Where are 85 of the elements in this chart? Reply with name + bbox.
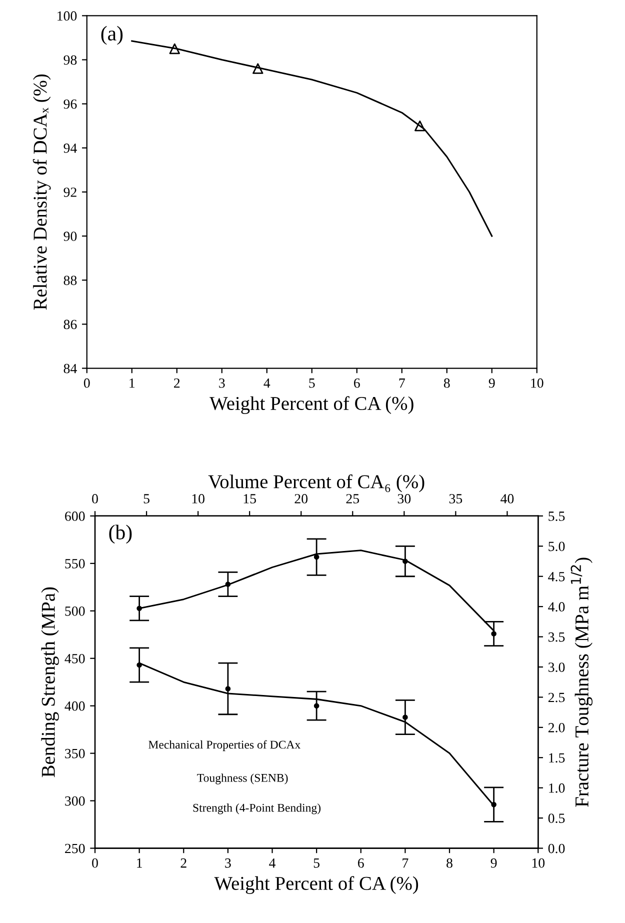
x-tick-label: 7 <box>402 858 408 868</box>
point <box>136 606 142 612</box>
y-tick-label: 92 <box>64 188 76 197</box>
x-axis-title: Weight Percent of CA (%) <box>214 876 418 894</box>
x2-tick-label: 0 <box>92 494 98 504</box>
y-tick-label: 88 <box>64 276 77 286</box>
x-tick-label: 6 <box>358 858 364 868</box>
x2-tick-label: 35 <box>449 494 462 504</box>
annotation: (b) <box>109 524 132 544</box>
y2-tick-label: 0.0 <box>548 844 565 854</box>
x2-tick-label: 15 <box>244 494 256 504</box>
x2-tick-label: 5 <box>144 494 150 504</box>
x-tick-label: 5 <box>309 378 315 388</box>
x-tick-label: 3 <box>225 858 231 868</box>
x-tick-label: 7 <box>399 378 405 388</box>
x-tick-label: 8 <box>446 858 452 868</box>
y-tick-label: 400 <box>64 701 85 711</box>
y-tick-label: 90 <box>64 232 77 242</box>
x2-tick-label: 30 <box>398 494 411 504</box>
x-tick-label: 6 <box>354 378 360 388</box>
y2-tick-label: 2.5 <box>548 692 565 702</box>
point <box>314 554 320 560</box>
point <box>225 686 231 692</box>
y2-tick-label: 2.0 <box>548 722 565 732</box>
y-tick-label: 550 <box>65 559 85 568</box>
x-tick-label: 4 <box>269 858 276 868</box>
y2-tick-label: 3.5 <box>548 632 565 642</box>
y-tick-label: 84 <box>64 364 77 374</box>
point <box>314 703 320 708</box>
y2-tick-label: 1.0 <box>549 783 565 793</box>
y2-tick-label: 1.5 <box>549 753 565 763</box>
y2-tick-label: 4.5 <box>548 572 565 582</box>
x2-tick-label: 10 <box>192 494 204 504</box>
x-tick-label: 9 <box>490 858 497 868</box>
x-tick-label: 5 <box>314 858 320 868</box>
annotation: (a) <box>101 26 123 45</box>
x-tick-label: 2 <box>180 858 186 868</box>
x-tick-label: 9 <box>488 378 495 388</box>
y-tick-label: 94 <box>64 144 77 153</box>
y-tick-label: 98 <box>64 55 77 65</box>
x-axis-title: Weight Percent of CA (%) <box>210 396 414 414</box>
y-tick-label: 96 <box>64 99 77 109</box>
point <box>225 582 231 587</box>
point <box>252 63 264 74</box>
y-tick-label: 300 <box>65 796 85 806</box>
x-tick-label: 0 <box>84 378 90 388</box>
point <box>169 43 180 54</box>
y-tick-label: 250 <box>65 844 85 854</box>
annotation: Mechanical Properties of DCAx <box>148 740 300 752</box>
y2-axis-title: Fracture Toughness (MPa m$^{1/2}$) <box>570 558 593 807</box>
y2-tick-label: 3.0 <box>548 662 565 672</box>
y-tick-label: 100 <box>58 11 77 21</box>
y2-tick-label: 5.0 <box>548 542 565 552</box>
y-tick-label: 86 <box>64 320 77 330</box>
point <box>402 714 408 720</box>
y-axis-title: Bending Strength (MPa) <box>41 587 59 778</box>
x2-tick-label: 25 <box>346 494 360 504</box>
x-tick-label: 10 <box>532 858 545 868</box>
point <box>136 662 142 668</box>
point <box>491 802 496 808</box>
x2-axis-title: Volume Percent of CA₆ (%) <box>208 474 424 492</box>
y-tick-label: 500 <box>65 606 85 616</box>
x-tick-label: 4 <box>264 378 270 388</box>
x-tick-label: 1 <box>130 378 135 388</box>
y-tick-label: 450 <box>64 654 85 664</box>
x-tick-label: 0 <box>92 858 98 868</box>
y2-tick-label: 0.5 <box>548 814 565 824</box>
x-tick-label: 3 <box>219 378 225 388</box>
x-tick-label: 2 <box>174 378 180 388</box>
point <box>491 631 496 636</box>
x-tick-label: 1 <box>137 858 142 868</box>
x-tick-label: 10 <box>531 378 544 388</box>
x2-tick-label: 20 <box>294 494 308 504</box>
y2-tick-label: 5.5 <box>548 512 565 521</box>
x-tick-label: 8 <box>444 378 450 388</box>
y-tick-label: 600 <box>65 512 85 521</box>
y-tick-label: 350 <box>65 748 85 758</box>
point <box>414 120 426 132</box>
annotation: Toughness (SENB) <box>197 774 288 784</box>
annotation: Strength (4-Point Bending) <box>193 803 321 814</box>
line-series <box>131 40 493 237</box>
x2-tick-label: 40 <box>500 494 514 504</box>
y2-tick-label: 4.0 <box>548 602 565 612</box>
y-axis-title: Relative Density of DCAₓ (%) <box>32 74 51 310</box>
point <box>402 558 408 564</box>
